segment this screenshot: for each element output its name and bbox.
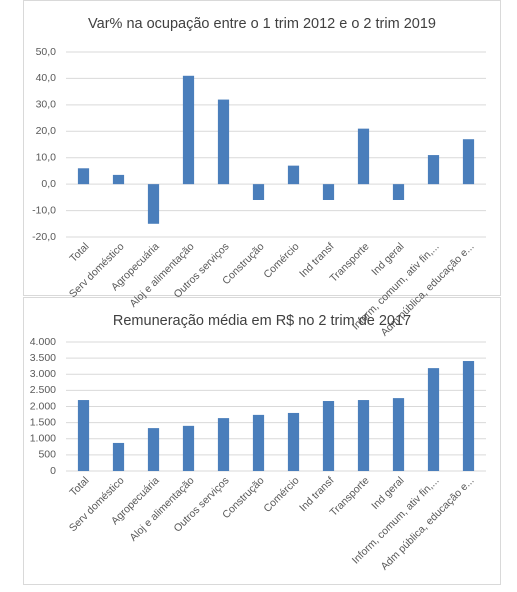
bar [112, 174, 125, 185]
y-tick-label: 20,0 [36, 125, 57, 137]
y-tick-label: 1.000 [30, 433, 56, 445]
y-tick-label: 0 [50, 465, 56, 477]
bar [427, 368, 440, 471]
bar [462, 361, 475, 471]
y-tick-label: 1.500 [30, 416, 56, 428]
bar [287, 165, 300, 185]
bar [427, 155, 440, 185]
bar [182, 75, 195, 185]
bar [357, 128, 370, 185]
bar [147, 428, 160, 471]
y-tick-label: 0,0 [41, 178, 56, 190]
bar [322, 401, 335, 471]
bar [217, 418, 230, 471]
y-tick-label: 40,0 [36, 72, 57, 84]
y-tick-label: -10,0 [32, 204, 56, 216]
y-tick-label: 30,0 [36, 99, 57, 111]
chart-title: Remuneração média em R$ no 2 trim de 201… [113, 313, 411, 329]
bar [392, 398, 405, 471]
y-tick-label: 500 [38, 449, 56, 461]
bar [462, 139, 475, 185]
bar [287, 412, 300, 471]
bar [322, 184, 335, 200]
bar [77, 168, 90, 185]
bar [112, 442, 125, 471]
bar [182, 425, 195, 471]
y-tick-label: 3.500 [30, 352, 56, 364]
bar [252, 184, 265, 200]
y-tick-label: 4.000 [30, 336, 56, 348]
y-tick-label: 3.000 [30, 368, 56, 380]
bar [77, 400, 90, 471]
y-tick-label: 50,0 [36, 46, 57, 58]
bar [357, 400, 370, 471]
y-tick-label: 2.000 [30, 400, 56, 412]
y-tick-label: 2.500 [30, 384, 56, 396]
chart-title: Var% na ocupação entre o 1 trim 2012 e o… [88, 16, 436, 32]
bar [252, 414, 265, 471]
y-tick-label: 10,0 [36, 151, 57, 163]
bar [392, 184, 405, 200]
bar [217, 99, 230, 185]
chart-frame [23, 0, 501, 296]
y-tick-label: -20,0 [32, 231, 56, 243]
bar [147, 184, 160, 224]
